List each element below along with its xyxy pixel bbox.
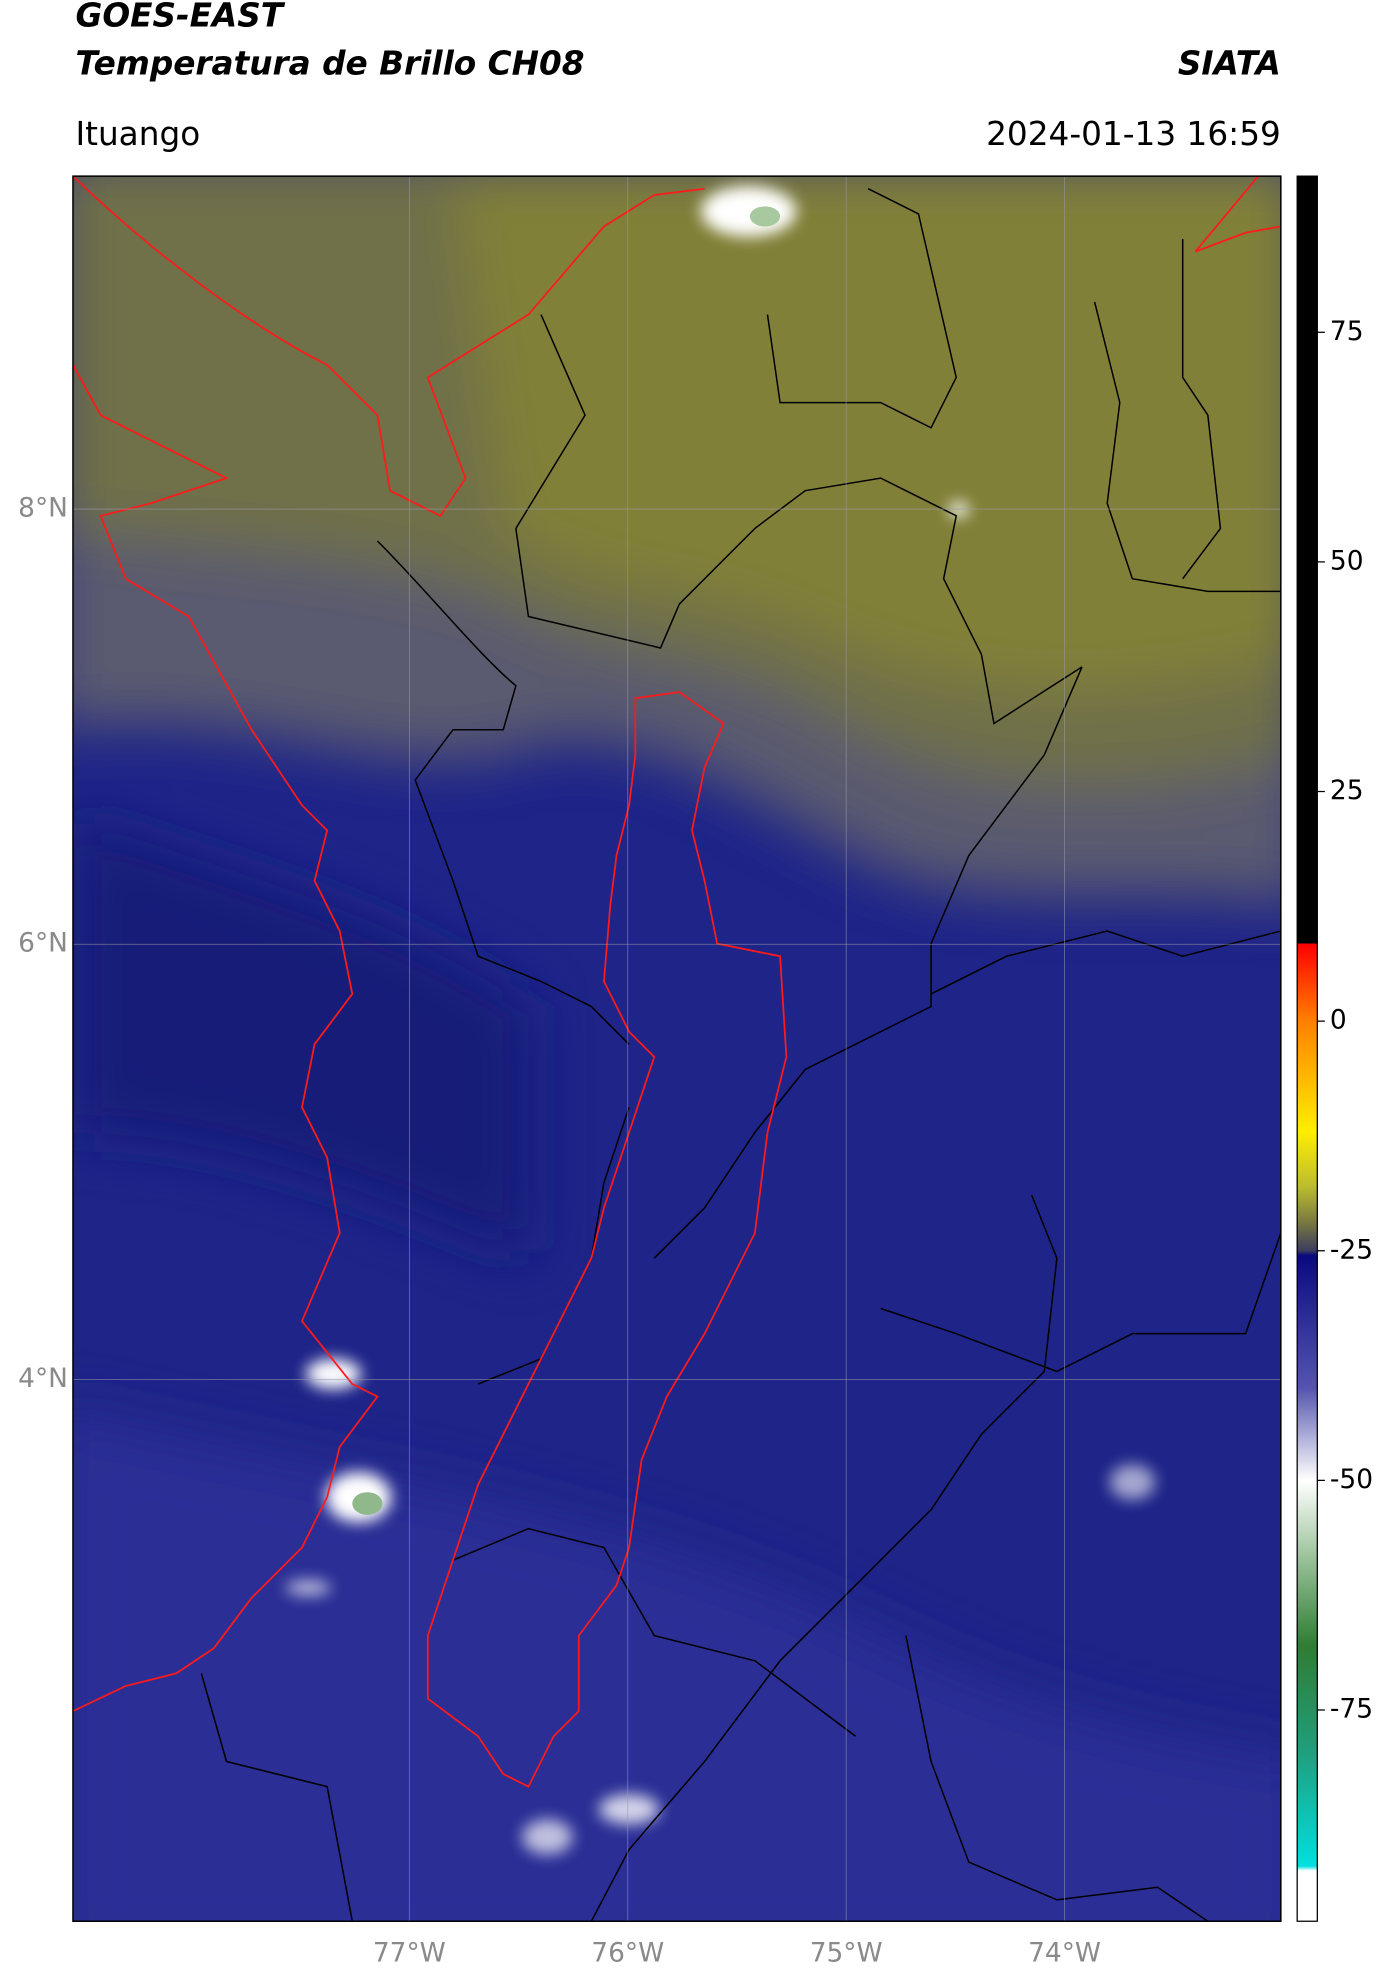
y-tick-label: 8°N <box>18 493 68 524</box>
x-tick-label: 77°W <box>373 1937 446 1968</box>
map-frame <box>72 175 1282 1922</box>
colorbar-tick-label: -25 <box>1330 1234 1373 1265</box>
timestamp: 2024-01-13 16:59 <box>986 115 1281 153</box>
colorbar-tick-label: 50 <box>1330 545 1364 576</box>
y-tick-label: 6°N <box>18 928 68 959</box>
y-tick-label: 4°N <box>18 1363 68 1394</box>
colorbar-tick-label: 0 <box>1330 1005 1347 1036</box>
x-tick-label: 76°W <box>591 1937 664 1968</box>
grid <box>72 176 1281 1922</box>
x-tick-label: 75°W <box>810 1937 883 1968</box>
subtitle: Temperatura de Brillo CH08 <box>75 44 584 82</box>
colorbar-tick-label: -50 <box>1330 1464 1373 1495</box>
brand: SIATA <box>1178 44 1281 82</box>
map-image <box>72 176 1281 1922</box>
x-tick-label: 74°W <box>1028 1937 1101 1968</box>
colorbar-tick-label: 75 <box>1330 316 1364 347</box>
colorbar-tick-label: 25 <box>1330 775 1364 806</box>
colorbar-tick-label: -75 <box>1330 1693 1373 1724</box>
title: GOES-EAST <box>75 0 285 35</box>
colorbar <box>1296 175 1318 1922</box>
location: Ituango <box>75 115 200 153</box>
